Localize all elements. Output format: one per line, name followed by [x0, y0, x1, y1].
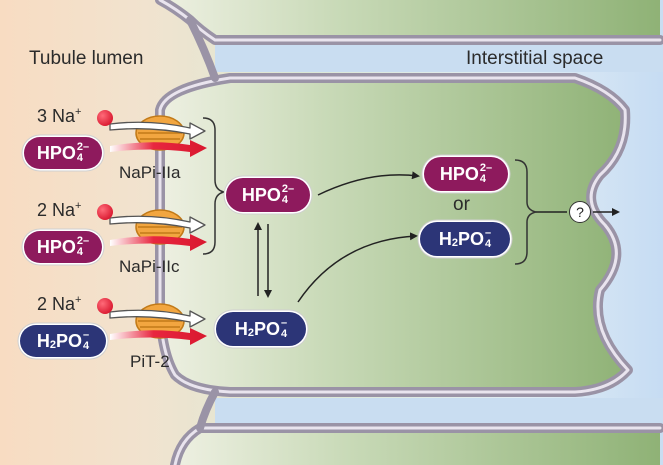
cytosol-hpo4: HPO 2– 4: [226, 178, 310, 212]
basolateral-hpo4: HPO 2– 4: [424, 157, 508, 191]
sodium-ion-2: [97, 204, 113, 220]
lumen-hpo4-napi-iic: HPO 2– 4: [24, 231, 102, 263]
sodium-arrow-2: [109, 215, 206, 234]
lumen-h2po4-pit-2: H 2 PO –4: [20, 325, 106, 357]
or-label: or: [453, 194, 470, 215]
transporter-label-napi-iic: NaPi-IIc: [119, 257, 180, 276]
tight-junction-bottom: [196, 388, 219, 432]
phosphate-arrow-1: [110, 140, 207, 157]
transporter-label-napi-iia: NaPi-IIa: [119, 163, 181, 182]
interstitial-label: Interstitial space: [466, 48, 604, 69]
sodium-arrow-3: [109, 309, 206, 328]
arrow-hpo-to-basolateral: [317, 171, 420, 196]
sodium-ion-1: [97, 110, 113, 126]
phosphate-arrow-2: [110, 234, 207, 251]
sodium-label-2: 2 Na+: [37, 200, 82, 220]
tight-junction-top: [186, 16, 219, 82]
phosphate-arrow-3: [110, 328, 207, 345]
transporter-label-pit-2: PiT-2: [130, 352, 170, 371]
arrow-h2po-to-basolateral: [297, 232, 418, 303]
cytosol-h2po4: H 2 PO –4: [216, 312, 306, 346]
sodium-ion-3: [97, 298, 113, 314]
lumen-hpo4-napi-iia: HPO 2– 4: [24, 137, 102, 169]
unknown-exporter-mark: ?: [569, 201, 591, 223]
sodium-label-3: 2 Na+: [37, 294, 82, 314]
lower-cell: [175, 428, 660, 465]
uptake-brace: [202, 117, 225, 255]
sodium-label-1: 3 Na+: [37, 106, 82, 126]
basolateral-h2po4: H 2 PO –4: [420, 222, 510, 256]
upper-cell: [160, 0, 660, 40]
sodium-arrow-1: [109, 121, 206, 140]
lumen-label: Tubule lumen: [29, 48, 144, 69]
